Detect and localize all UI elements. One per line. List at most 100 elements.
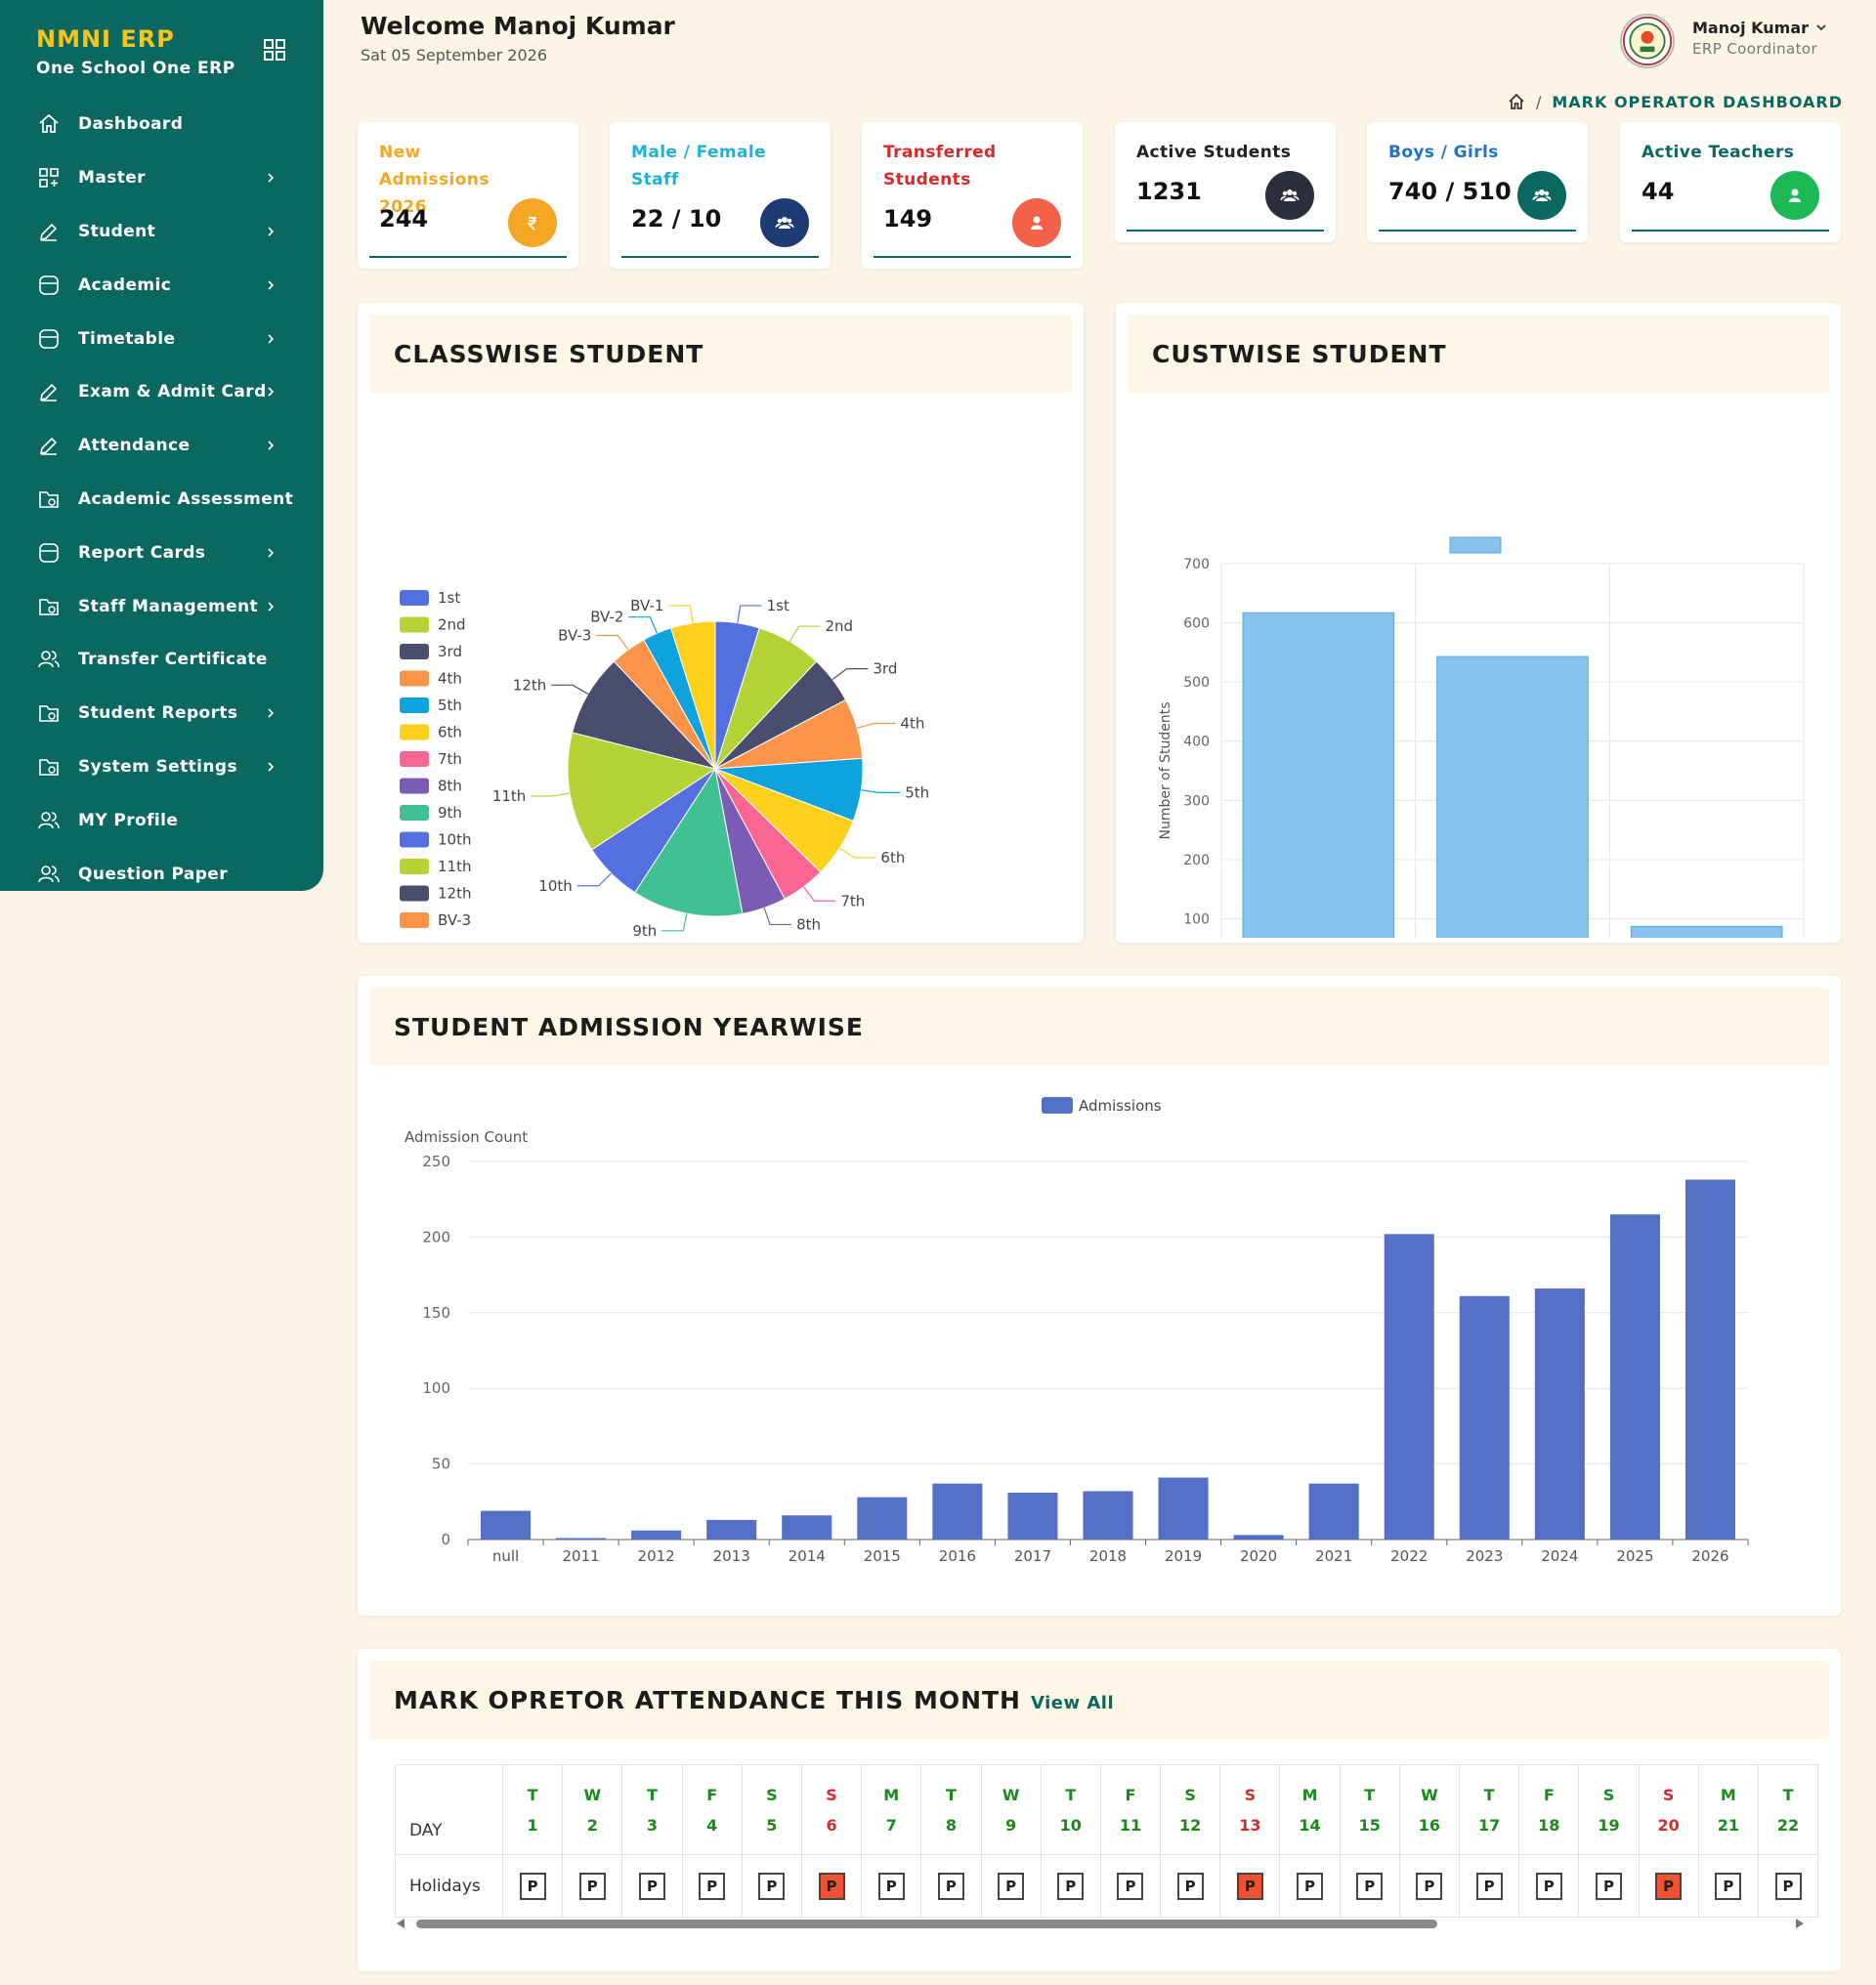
attendance-mark[interactable]: P bbox=[1356, 1872, 1384, 1900]
attendance-mark[interactable]: P bbox=[1475, 1872, 1503, 1900]
sidebar-item-academic[interactable]: Academic bbox=[0, 258, 323, 312]
sidebar-item-my-profile[interactable]: MY Profile bbox=[0, 793, 323, 847]
scroll-left-arrow-icon[interactable] bbox=[397, 1919, 405, 1928]
sidebar-item-dashboard[interactable]: Dashboard bbox=[0, 98, 323, 151]
pie-slice-bv-1[interactable] bbox=[670, 620, 716, 770]
legend-label[interactable]: 4th bbox=[438, 670, 462, 688]
attendance-mark[interactable]: P bbox=[758, 1872, 786, 1900]
scrollbar-thumb[interactable] bbox=[416, 1920, 1437, 1928]
legend-swatch[interactable] bbox=[400, 885, 429, 902]
legend-label[interactable]: 10th bbox=[438, 831, 471, 849]
bar-2011[interactable] bbox=[556, 1538, 607, 1540]
bar-2014[interactable] bbox=[782, 1515, 832, 1540]
legend-swatch[interactable] bbox=[1449, 536, 1502, 554]
legend-label[interactable]: 1st bbox=[438, 589, 460, 607]
attendance-mark[interactable]: P bbox=[1176, 1872, 1204, 1900]
stat-card-active-students[interactable]: Active Students 1231 bbox=[1115, 122, 1336, 242]
legend-swatch[interactable] bbox=[400, 697, 429, 713]
legend-swatch[interactable] bbox=[400, 590, 429, 606]
stat-card-new-admissions-2026[interactable]: New Admissions 2026 244 bbox=[358, 122, 578, 269]
stat-card-active-teachers[interactable]: Active Teachers 44 bbox=[1620, 122, 1841, 242]
legend-swatch[interactable] bbox=[400, 859, 429, 874]
legend-swatch[interactable] bbox=[400, 805, 429, 821]
legend-label[interactable]: 9th bbox=[438, 804, 462, 822]
attendance-mark[interactable]: P bbox=[578, 1872, 606, 1900]
bar-2021[interactable] bbox=[1308, 1483, 1359, 1540]
legend-swatch[interactable] bbox=[400, 831, 429, 848]
legend-swatch[interactable] bbox=[400, 778, 429, 794]
legend-swatch[interactable] bbox=[400, 644, 429, 659]
legend-label[interactable]: BV-3 bbox=[438, 911, 471, 929]
attendance-mark[interactable]: P bbox=[937, 1872, 964, 1900]
bar-2026[interactable] bbox=[1684, 1179, 1735, 1540]
sidebar-item-staff-management[interactable]: Staff Management bbox=[0, 579, 323, 633]
horizontal-scrollbar[interactable] bbox=[395, 1917, 1806, 1930]
stat-card-boys-girls[interactable]: Boys / Girls 740 / 510 bbox=[1367, 122, 1588, 242]
legend-label[interactable]: 6th bbox=[438, 724, 462, 741]
bar-gen[interactable] bbox=[1242, 612, 1395, 938]
sidebar-item-student[interactable]: Student bbox=[0, 205, 323, 259]
bar-2017[interactable] bbox=[1007, 1493, 1058, 1540]
sidebar-item-exam-admit-card[interactable]: Exam & Admit Card bbox=[0, 365, 323, 419]
pie-slice-11th[interactable] bbox=[567, 732, 717, 851]
attendance-mark[interactable]: P bbox=[877, 1872, 905, 1900]
legend-label[interactable]: 8th bbox=[438, 778, 462, 795]
legend-label[interactable]: 7th bbox=[438, 750, 462, 768]
legend-label[interactable]: 3rd bbox=[438, 643, 462, 660]
bar-2018[interactable] bbox=[1083, 1491, 1133, 1540]
attendance-mark[interactable]: P bbox=[1297, 1872, 1324, 1900]
legend-swatch[interactable] bbox=[400, 912, 429, 928]
legend-swatch[interactable] bbox=[400, 670, 429, 687]
sidebar-item-academic-assessment[interactable]: Academic Assessment bbox=[0, 473, 323, 527]
legend-label[interactable]: 2nd bbox=[438, 616, 466, 634]
bar-obc[interactable] bbox=[1436, 655, 1589, 938]
sidebar-item-report-cards[interactable]: Report Cards bbox=[0, 526, 323, 579]
sidebar-item-system-settings[interactable]: System Settings bbox=[0, 740, 323, 794]
bar-null[interactable] bbox=[481, 1510, 532, 1540]
bar-2025[interactable] bbox=[1609, 1214, 1660, 1540]
attendance-mark[interactable]: P bbox=[1774, 1872, 1802, 1900]
legend-label[interactable]: 5th bbox=[438, 697, 462, 714]
sidebar-item-question-paper[interactable]: Question Paper bbox=[0, 847, 323, 901]
bar-2020[interactable] bbox=[1233, 1535, 1284, 1540]
bar-2013[interactable] bbox=[706, 1519, 757, 1540]
user-menu[interactable]: Manoj Kumar ERP Coordinator bbox=[1620, 14, 1855, 68]
sidebar-item-timetable[interactable]: Timetable bbox=[0, 312, 323, 365]
legend-swatch[interactable] bbox=[400, 724, 429, 740]
attendance-mark[interactable]: P bbox=[638, 1872, 665, 1900]
apps-grid-icon[interactable] bbox=[264, 39, 285, 61]
attendance-mark[interactable]: P bbox=[699, 1872, 726, 1900]
bar-2015[interactable] bbox=[857, 1497, 908, 1540]
bar-2022[interactable] bbox=[1384, 1234, 1434, 1540]
legend-swatch[interactable] bbox=[1042, 1097, 1073, 1114]
pie-slice-12th[interactable] bbox=[572, 660, 717, 770]
attendance-mark[interactable]: P bbox=[818, 1872, 845, 1900]
scroll-right-arrow-icon[interactable] bbox=[1796, 1919, 1804, 1928]
sidebar-item-attendance[interactable]: Attendance bbox=[0, 419, 323, 473]
brand[interactable]: NMNI ERP One School One ERP bbox=[36, 25, 235, 78]
legend-label[interactable]: 11th bbox=[438, 858, 471, 875]
attendance-mark[interactable]: P bbox=[1535, 1872, 1562, 1900]
attendance-mark[interactable]: P bbox=[519, 1872, 546, 1900]
bar-2023[interactable] bbox=[1459, 1295, 1510, 1540]
stat-card-transferred-students[interactable]: Transferred Students 149 bbox=[862, 122, 1083, 269]
attendance-mark[interactable]: P bbox=[1416, 1872, 1443, 1900]
stat-card-male-female-staff[interactable]: Male / Female Staff 22 / 10 bbox=[610, 122, 831, 269]
sidebar-item-student-reports[interactable]: Student Reports bbox=[0, 687, 323, 740]
bar-2016[interactable] bbox=[932, 1483, 983, 1540]
legend-label[interactable]: Admissions bbox=[1079, 1097, 1162, 1115]
home-icon[interactable] bbox=[1507, 92, 1526, 111]
attendance-mark[interactable]: P bbox=[1715, 1872, 1742, 1900]
attendance-mark[interactable]: P bbox=[1117, 1872, 1144, 1900]
legend-swatch[interactable] bbox=[400, 751, 429, 767]
attendance-mark[interactable]: P bbox=[1595, 1872, 1622, 1900]
attendance-mark[interactable]: P bbox=[1057, 1872, 1085, 1900]
legend-label[interactable]: 12th bbox=[438, 885, 471, 903]
bar-2012[interactable] bbox=[631, 1530, 682, 1540]
chevron-down-icon[interactable] bbox=[1815, 21, 1827, 33]
bar-sc[interactable] bbox=[1630, 925, 1783, 938]
bar-2019[interactable] bbox=[1158, 1477, 1209, 1540]
legend-swatch[interactable] bbox=[400, 616, 429, 633]
pie-slice-9th[interactable] bbox=[634, 767, 744, 917]
view-all-link[interactable]: View All bbox=[1030, 1693, 1115, 1713]
